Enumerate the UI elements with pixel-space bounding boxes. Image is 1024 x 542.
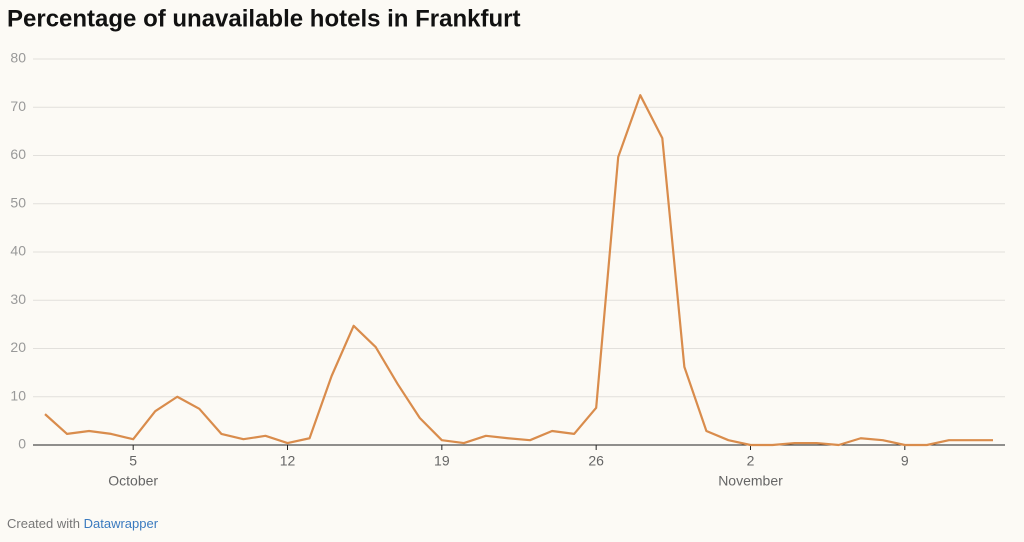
y-tick-label: 60 (10, 146, 26, 162)
x-tick-label: 5 (129, 453, 137, 469)
data-line (44, 94, 993, 447)
credit-text: Created with (7, 516, 80, 531)
chart-title: Percentage of unavailable hotels in Fran… (7, 5, 520, 32)
x-tick-label: 9 (901, 453, 909, 469)
y-tick-label: 0 (18, 436, 26, 452)
y-tick-label: 80 (10, 50, 26, 66)
y-tick-label: 40 (10, 243, 26, 259)
x-tick-label: 26 (588, 453, 604, 469)
y-tick-label: 70 (10, 98, 26, 114)
month-label: November (718, 473, 783, 489)
credit-link[interactable]: Datawrapper (84, 516, 159, 531)
x-tick-label: 19 (434, 453, 450, 469)
x-tick-label: 2 (747, 453, 755, 469)
x-tick-label: 12 (280, 453, 296, 469)
y-tick-label: 50 (10, 194, 26, 210)
month-label: October (108, 473, 158, 489)
y-tick-label: 30 (10, 291, 26, 307)
y-tick-label: 20 (10, 339, 26, 355)
y-tick-label: 10 (10, 387, 26, 403)
credit: Created with Datawrapper (7, 516, 159, 531)
